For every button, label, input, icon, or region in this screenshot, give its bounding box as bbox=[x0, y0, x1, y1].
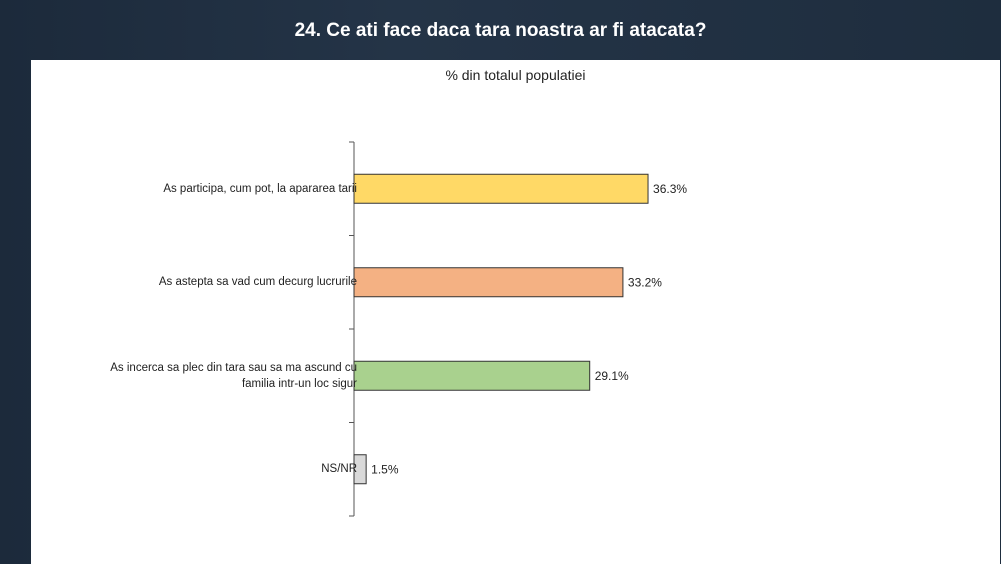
bar bbox=[353, 360, 591, 391]
bar-chart: 36.3% 33.2% 29.1% 1.5% bbox=[349, 141, 687, 517]
chart-subtitle: % din totalul populatiei bbox=[445, 67, 586, 83]
bar bbox=[353, 454, 367, 485]
data-label: 33.2% bbox=[628, 275, 662, 289]
chart-panel: % din totalul populatiei 36.3% 33.2% 29.1%… bbox=[31, 60, 1000, 564]
data-label: 29.1% bbox=[595, 369, 629, 383]
category-label: As astepta sa vad cum decurg lucrurile bbox=[158, 276, 357, 289]
category-label: As incerca sa plec din tara sau sa ma as… bbox=[110, 361, 357, 390]
data-label: 36.3% bbox=[653, 182, 687, 196]
category-label: As participa, cum pot, la apararea tarii bbox=[163, 182, 357, 195]
data-label: 1.5% bbox=[371, 462, 399, 476]
bar bbox=[353, 173, 649, 204]
slide-title: 24. Ce ati face daca tara noastra ar fi … bbox=[294, 20, 707, 41]
bar bbox=[353, 267, 624, 298]
category-label: NS/NR bbox=[321, 463, 357, 476]
